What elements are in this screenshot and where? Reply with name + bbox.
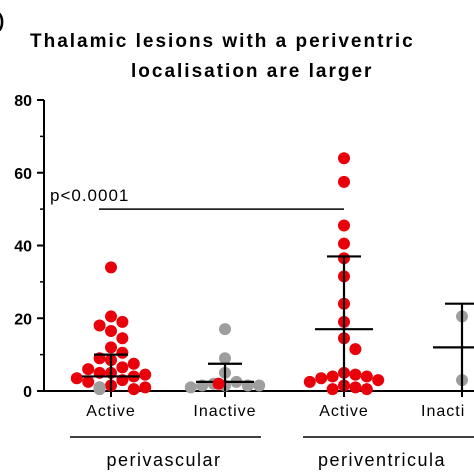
data-point	[116, 346, 129, 359]
data-point	[326, 370, 339, 383]
data-point	[139, 368, 152, 381]
data-point	[360, 370, 373, 383]
data-point	[338, 175, 350, 188]
y-tick-label: 20	[14, 311, 32, 328]
data-point	[303, 375, 316, 388]
data-point	[326, 383, 339, 396]
series-3	[433, 302, 474, 391]
data-point	[219, 323, 231, 336]
data-point	[93, 383, 106, 396]
y-tick-label: 80	[14, 93, 32, 110]
series-1	[93, 323, 266, 396]
panel-label: )	[0, 11, 6, 32]
data-series	[70, 152, 474, 396]
data-point	[253, 379, 266, 392]
y-tick-label: 60	[14, 166, 32, 183]
data-point	[360, 383, 373, 396]
group-label: periventricula	[318, 450, 446, 470]
y-axis-ticks: 0 20 40 60 80	[14, 93, 44, 401]
data-point	[105, 324, 117, 337]
data-point	[184, 381, 197, 394]
category-label: Inacti	[421, 403, 465, 420]
data-point	[349, 343, 362, 356]
data-point	[82, 363, 95, 376]
category-label: Inactive	[193, 403, 256, 420]
data-point	[93, 319, 106, 332]
data-point	[338, 219, 350, 232]
data-point	[116, 332, 129, 345]
p-value-label: p<0.0001	[50, 186, 129, 205]
y-tick-label: 40	[14, 239, 32, 256]
data-point	[82, 375, 95, 388]
data-point	[105, 261, 117, 274]
group-label: perivascular	[106, 450, 221, 470]
chart-title-line-2: localisation are larger	[131, 61, 373, 82]
category-label: Active	[86, 403, 136, 420]
data-point	[338, 237, 350, 250]
data-point	[372, 374, 385, 387]
data-point	[139, 381, 152, 394]
data-point	[127, 383, 140, 396]
data-point	[116, 315, 129, 328]
data-point	[338, 152, 350, 165]
data-point	[349, 381, 362, 394]
series-0	[70, 261, 152, 396]
data-point	[349, 368, 362, 381]
data-point	[105, 341, 117, 354]
category-label: Active	[319, 403, 369, 420]
data-point	[315, 372, 328, 385]
y-tick-label: 0	[23, 384, 32, 401]
data-point	[212, 377, 225, 390]
data-point	[105, 310, 117, 323]
data-point	[70, 372, 83, 385]
chart-title-line-1: Thalamic lesions with a periventric	[30, 31, 415, 52]
data-point	[219, 352, 231, 365]
series-2	[212, 152, 385, 396]
group-labels: perivascular periventricula	[70, 436, 474, 470]
data-point	[127, 357, 140, 370]
data-point	[116, 361, 129, 374]
x-axis-ticks: Active Inactive Active Inacti	[86, 391, 465, 420]
significance-annotation: p<0.0001	[50, 186, 344, 210]
